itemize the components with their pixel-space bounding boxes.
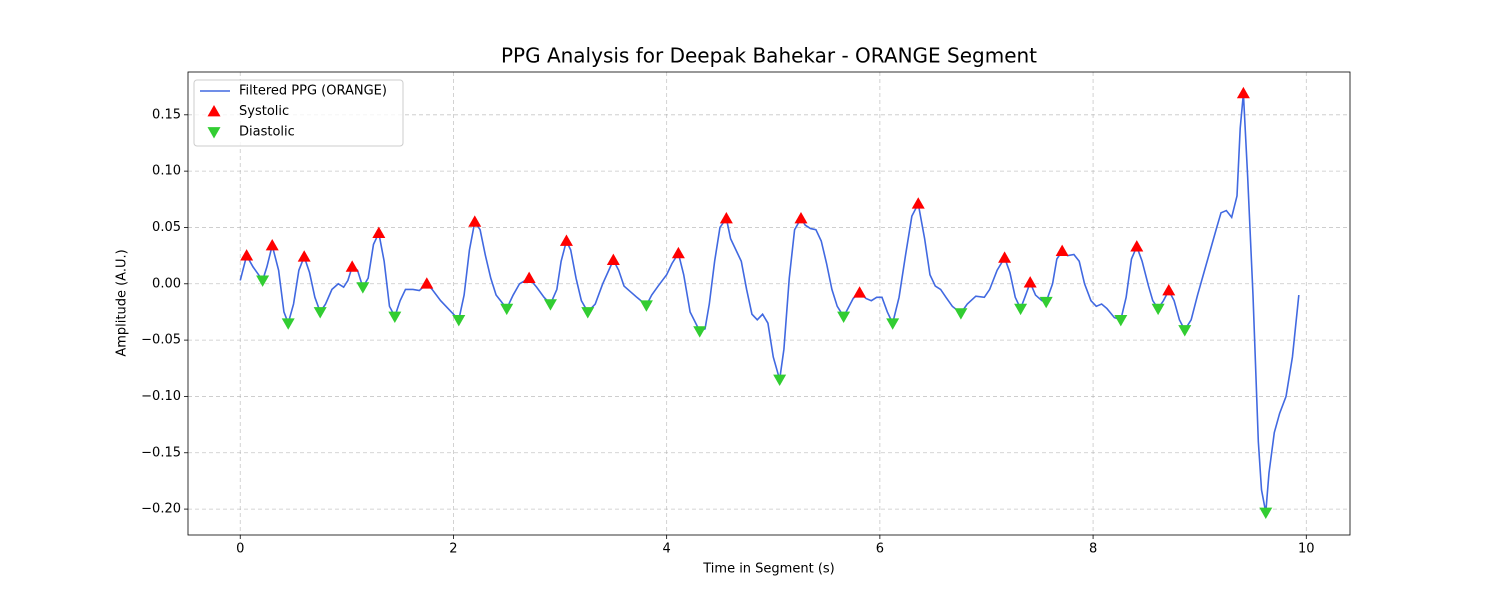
peak-marker xyxy=(256,275,270,287)
legend-label: Diastolic xyxy=(239,125,295,140)
peak-marker xyxy=(954,308,968,320)
peak-marker xyxy=(1055,244,1069,256)
peak-marker xyxy=(356,282,370,294)
peak-marker xyxy=(388,311,402,323)
peak-marker xyxy=(281,318,295,330)
peak-marker xyxy=(468,215,482,227)
legend-label: Filtered PPG (ORANGE) xyxy=(239,84,387,99)
peak-marker xyxy=(452,314,466,327)
peak-marker xyxy=(1023,276,1037,288)
peak-marker xyxy=(853,286,867,298)
legend-swatch xyxy=(207,127,221,139)
legend-swatch xyxy=(207,105,221,117)
peak-marker xyxy=(581,307,595,319)
peak-marker xyxy=(345,260,359,272)
peak-marker xyxy=(1162,284,1176,296)
x-tick-label: 2 xyxy=(449,542,457,557)
peak-marker xyxy=(1151,303,1165,316)
peak-marker xyxy=(606,253,620,266)
peak-marker xyxy=(998,251,1012,263)
y-tick-label: −0.10 xyxy=(141,389,181,404)
x-axis-label: Time in Segment (s) xyxy=(702,562,834,577)
plot-frame xyxy=(187,71,1351,536)
peak-marker xyxy=(1114,314,1128,327)
peak-marker xyxy=(719,211,733,224)
y-axis-label: Amplitude (A.U.) xyxy=(115,249,130,356)
x-tick-label: 6 xyxy=(876,542,884,557)
peak-marker xyxy=(1236,86,1250,99)
peak-marker xyxy=(1178,325,1192,337)
peak-marker xyxy=(1130,240,1144,252)
peak-marker xyxy=(773,374,787,387)
peak-marker xyxy=(1039,296,1053,309)
y-tick-label: 0.10 xyxy=(152,164,181,179)
peak-marker xyxy=(372,226,386,238)
peak-marker xyxy=(1259,507,1273,519)
peak-marker xyxy=(522,271,536,284)
ppg-line xyxy=(239,93,1300,513)
y-tick-label: 0.05 xyxy=(152,220,181,235)
peak-marker xyxy=(837,311,851,323)
peak-marker xyxy=(500,303,514,316)
legend-label: Systolic xyxy=(239,104,289,119)
peak-marker xyxy=(265,238,279,251)
peak-marker xyxy=(671,246,685,259)
chart-title: PPG Analysis for Deepak Bahekar - ORANGE… xyxy=(501,44,1037,68)
peak-marker xyxy=(639,300,653,312)
y-tick-label: −0.15 xyxy=(141,445,181,460)
peak-marker xyxy=(420,277,434,289)
y-tick-label: 0.00 xyxy=(152,276,181,291)
y-tick-label: 0.15 xyxy=(152,107,181,122)
peak-marker xyxy=(313,307,327,319)
peak-marker xyxy=(911,197,925,209)
peak-marker xyxy=(543,299,557,311)
x-tick-label: 8 xyxy=(1089,542,1097,557)
y-tick-label: −0.05 xyxy=(141,333,181,348)
peak-marker xyxy=(693,326,707,338)
peak-marker xyxy=(1014,303,1028,316)
peak-marker xyxy=(559,234,573,246)
peak-marker xyxy=(886,318,900,330)
x-tick-label: 10 xyxy=(1298,542,1315,557)
legend-box xyxy=(193,79,404,147)
peak-marker xyxy=(794,211,808,224)
x-tick-label: 4 xyxy=(663,542,671,557)
y-tick-label: −0.20 xyxy=(141,502,181,517)
peak-marker xyxy=(240,249,254,261)
peak-marker xyxy=(297,250,311,262)
x-tick-label: 0 xyxy=(236,542,244,557)
